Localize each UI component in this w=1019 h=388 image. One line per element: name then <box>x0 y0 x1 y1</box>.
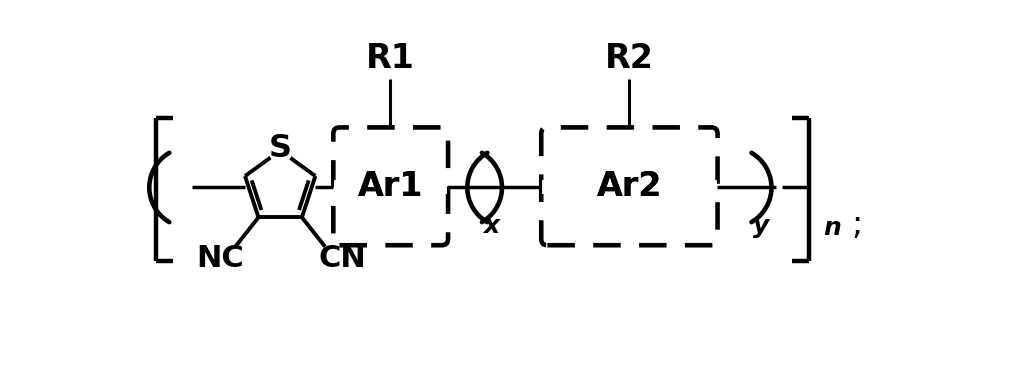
Text: NC: NC <box>196 244 244 274</box>
Text: Ar2: Ar2 <box>596 170 661 203</box>
Text: R1: R1 <box>366 42 415 75</box>
Text: x: x <box>483 214 498 238</box>
Text: CN: CN <box>318 244 366 274</box>
FancyBboxPatch shape <box>541 127 716 245</box>
Text: S: S <box>268 133 291 165</box>
Text: ;: ; <box>851 208 862 241</box>
Text: y: y <box>752 214 768 238</box>
Text: n: n <box>822 215 840 239</box>
FancyBboxPatch shape <box>333 127 447 245</box>
Text: Ar1: Ar1 <box>358 170 423 203</box>
Text: R2: R2 <box>604 42 653 75</box>
Text: Ar2: Ar2 <box>596 170 661 203</box>
Text: Ar1: Ar1 <box>358 170 423 203</box>
